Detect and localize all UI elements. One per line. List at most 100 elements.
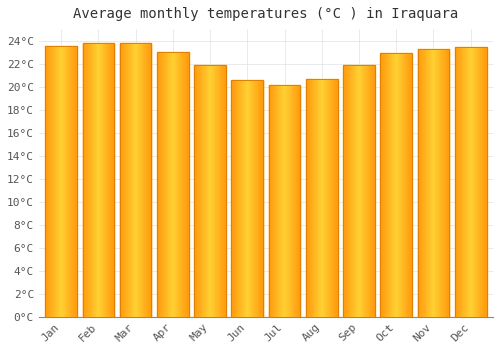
Bar [200,65,201,317]
Bar [403,53,404,317]
Bar [418,49,419,317]
Bar [354,65,355,317]
Bar [367,65,368,317]
Bar [95,43,96,317]
Bar [67,46,68,317]
Bar [393,53,394,317]
Bar [438,49,439,317]
Bar [113,43,114,317]
Bar [148,43,149,317]
Bar [392,53,393,317]
Bar [147,43,148,317]
Bar [307,78,308,317]
Bar [213,65,214,317]
Bar [128,43,130,317]
Bar [123,43,124,317]
Bar [436,49,438,317]
Bar [232,80,263,317]
Bar [241,80,242,317]
Bar [480,48,481,317]
Bar [468,48,469,317]
Bar [325,78,326,317]
Bar [131,43,132,317]
Bar [284,85,285,317]
Bar [171,52,172,317]
Bar [132,43,133,317]
Bar [126,43,127,317]
Bar [201,65,202,317]
Bar [388,53,390,317]
Bar [442,49,443,317]
Bar [236,80,237,317]
Bar [395,53,396,317]
Bar [364,65,366,317]
Bar [399,53,400,317]
Bar [277,85,278,317]
Bar [285,85,286,317]
Bar [439,49,440,317]
Bar [251,80,252,317]
Bar [88,43,89,317]
Bar [61,46,62,317]
Bar [291,85,292,317]
Bar [359,65,360,317]
Bar [478,48,479,317]
Bar [214,65,215,317]
Bar [106,43,107,317]
Bar [273,85,274,317]
Bar [47,46,48,317]
Bar [384,53,385,317]
Bar [133,43,134,317]
Bar [309,78,310,317]
Bar [268,85,270,317]
Bar [419,49,420,317]
Bar [237,80,238,317]
Bar [146,43,147,317]
Bar [465,48,466,317]
Bar [82,43,114,317]
Bar [232,80,233,317]
Bar [111,43,112,317]
Bar [143,43,144,317]
Bar [203,65,204,317]
Bar [351,65,352,317]
Bar [481,48,482,317]
Bar [46,46,47,317]
Bar [311,78,312,317]
Bar [288,85,289,317]
Bar [345,65,346,317]
Bar [444,49,445,317]
Bar [186,52,187,317]
Bar [320,78,321,317]
Bar [239,80,240,317]
Bar [462,48,463,317]
Bar [479,48,480,317]
Title: Average monthly temperatures (°C ) in Iraquara: Average monthly temperatures (°C ) in Ir… [74,7,458,21]
Bar [52,46,53,317]
Bar [62,46,63,317]
Bar [381,53,382,317]
Bar [173,52,174,317]
Bar [319,78,320,317]
Bar [405,53,406,317]
Bar [246,80,248,317]
Bar [397,53,398,317]
Bar [383,53,384,317]
Bar [440,49,441,317]
Bar [323,78,324,317]
Bar [102,43,103,317]
Bar [161,52,162,317]
Bar [477,48,478,317]
Bar [233,80,234,317]
Bar [337,78,338,317]
Bar [149,43,150,317]
Bar [286,85,287,317]
Bar [258,80,260,317]
Bar [472,48,473,317]
Bar [282,85,284,317]
Bar [261,80,262,317]
Bar [369,65,370,317]
Bar [205,65,206,317]
Bar [184,52,185,317]
Bar [176,52,178,317]
